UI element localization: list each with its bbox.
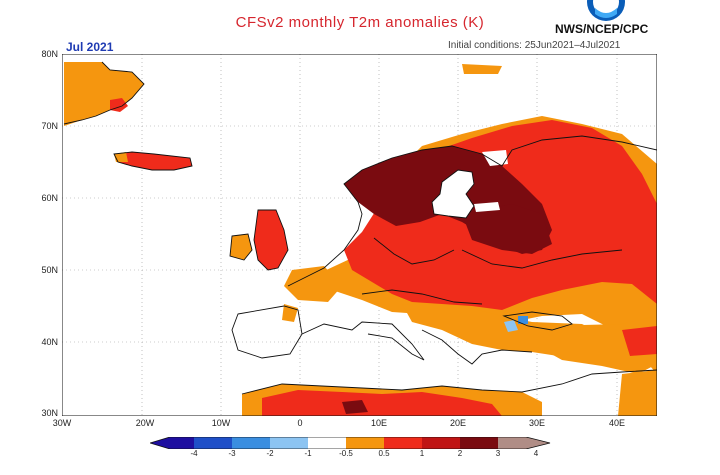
colorbar-bin-3 [232,437,270,449]
colorbar-bin-10 [498,437,550,449]
caucasus-red [622,326,657,356]
map-title: CFSv2 monthly T2m anomalies (K) [235,14,485,31]
colorbar-bin-9 [460,437,498,449]
uk-anomaly [254,210,288,270]
colorbar-tick--0-5: -0.5 [339,449,353,458]
colorbar-bin-1 [150,437,194,449]
white-sea-neutral [482,150,508,166]
ireland-anomaly [230,234,252,260]
middle-east-orange [618,370,657,416]
lon-label-10e: 10E [370,418,387,428]
colorbar-bin-5 [308,437,346,449]
lon-label-10w: 10W [211,418,231,428]
colorbar-bin-4 [270,437,308,449]
lon-label-0: 0 [297,418,303,428]
colorbar-tick-1: 1 [419,449,425,458]
iceland-orange [114,152,128,162]
colorbar-tick-3: 3 [495,449,501,458]
anomaly-fields [64,62,657,416]
colorbar-bin-8 [422,437,460,449]
colorbar-bin-2 [194,437,232,449]
greenland-anomaly [64,62,144,126]
agency-label: NWS/NCEP/CPC [555,22,649,36]
baltic-dark-anomaly [462,204,552,254]
colorbar-bin-6 [346,437,384,449]
colorbar-bin-7 [384,437,422,449]
lat-label-50n: 50N [41,265,58,275]
colorbar-tick-4: 4 [533,449,539,458]
lat-label-70n: 70N [41,121,58,131]
lat-label-40n: 40N [41,337,58,347]
coastlines [63,61,657,395]
colorbar-tick--4: -4 [190,449,198,458]
france-orange [284,266,342,302]
lon-label-30e: 30E [528,418,545,428]
black-sea-blue-anomaly [518,316,528,324]
lat-label-60n: 60N [41,193,58,203]
lat-label-30n: 30N [41,408,58,418]
colorbar [150,437,551,449]
anomaly-map [62,54,657,416]
initial-conditions-label: Initial conditions: 25Jun2021–4Jul2021 [448,40,621,51]
noaa-logo-icon [586,0,626,22]
lat-label-80n: 80N [41,49,58,59]
colorbar-tick--2: -2 [266,449,274,458]
turkey-blue-anomaly [504,320,518,332]
lon-label-40e: 40E [608,418,625,428]
colorbar-tick-0-5: 0.5 [378,449,390,458]
lon-label-20e: 20E [449,418,466,428]
lon-label-20w: 20W [135,418,155,428]
lon-label-30w: 30W [52,418,72,428]
gulf-of-finland-neutral [474,202,500,212]
arctic-orange [462,64,502,74]
colorbar-tick-2: 2 [457,449,463,458]
month-label: Jul 2021 [66,40,114,54]
colorbar-tick--3: -3 [228,449,236,458]
colorbar-tick--1: -1 [304,449,312,458]
north-africa-dark [342,400,368,414]
north-africa-red [262,390,502,416]
